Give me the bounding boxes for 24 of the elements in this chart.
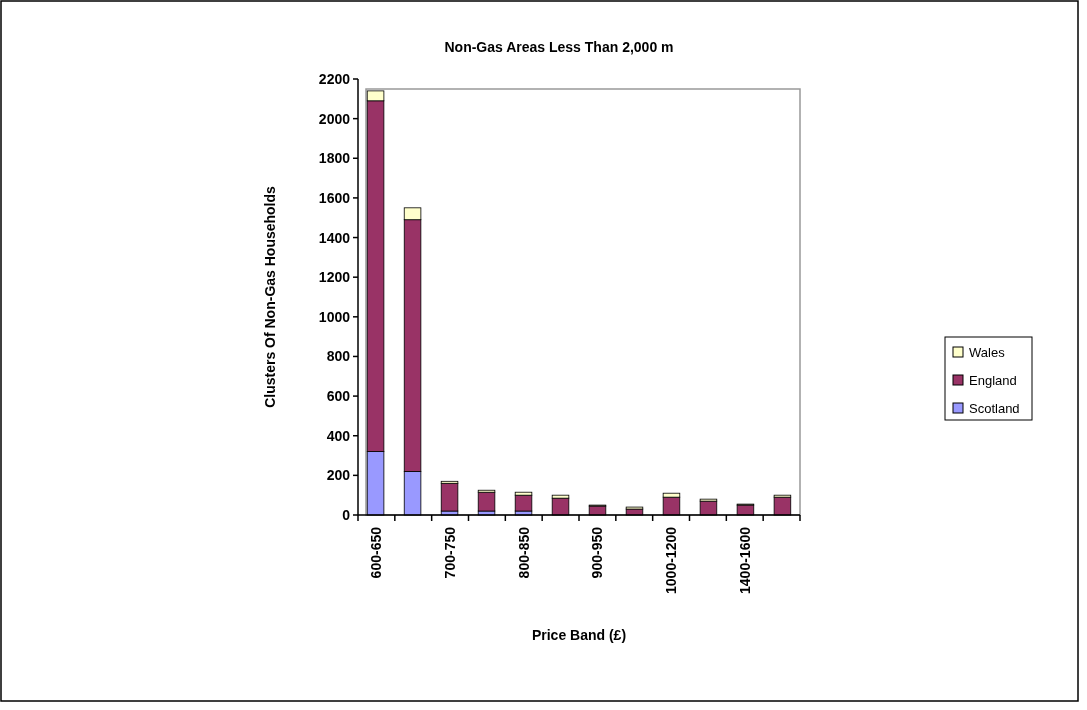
x-tick-label: 1000-1200 (663, 526, 680, 594)
legend-label: England (969, 373, 1017, 388)
y-tick-label: 800 (326, 348, 351, 365)
y-tick-label: 2200 (318, 71, 351, 87)
x-tick-label: 1400-1600 (737, 526, 754, 594)
x-tick-label: 900-950 (589, 526, 606, 579)
y-tick-label: 1000 (318, 308, 351, 325)
y-tick-label: 1400 (318, 229, 351, 246)
legend-label: Scotland (969, 401, 1020, 416)
y-tick-label: 600 (326, 388, 351, 405)
x-tick-label: 700-750 (441, 526, 458, 579)
y-tick-label: 0 (342, 507, 351, 523)
y-axis-title: Clusters Of Non-Gas Households (262, 185, 278, 408)
y-tick-label: 200 (326, 467, 351, 484)
x-tick-label: 800-850 (515, 526, 532, 579)
legend-label: Wales (969, 345, 1006, 360)
y-tick-label: 1800 (318, 150, 351, 167)
y-tick-label: 1600 (318, 189, 351, 206)
y-tick-label: 1200 (318, 269, 351, 286)
x-tick-label: 600-650 (367, 526, 384, 579)
chart-title: Non-Gas Areas Less Than 2,000 m (444, 39, 674, 55)
x-axis-title: Price Band (£) (531, 627, 627, 643)
y-tick-label: 400 (326, 427, 351, 444)
y-tick-label: 2000 (318, 110, 351, 127)
